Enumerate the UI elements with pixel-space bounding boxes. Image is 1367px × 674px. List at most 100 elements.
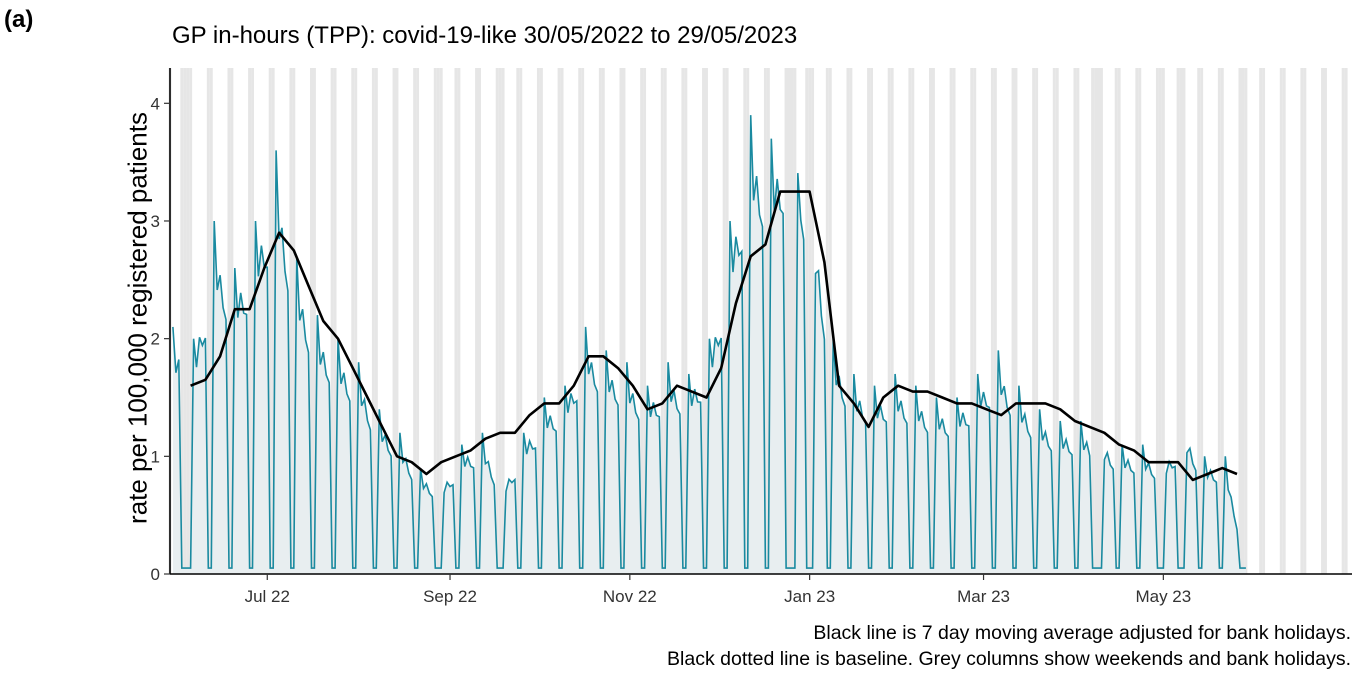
weekend-column [825,68,829,574]
weekend-column [519,68,523,574]
caption-line-1: Black line is 7 day moving average adjus… [813,622,1351,644]
weekend-column [310,68,313,574]
y-tick-label: 1 [151,447,160,466]
panel-label: (a) [4,6,34,33]
weekend-column [1197,68,1201,574]
weekend-column [268,68,272,574]
weekend-column [289,68,293,574]
weekend-column [1052,68,1056,574]
weekend-column [1073,68,1077,574]
weekend-column [887,68,891,574]
weekend-column [1035,68,1039,574]
weekend-column [1097,68,1100,574]
weekend-column [846,68,850,574]
weekend-column [354,68,358,574]
weekend-column [1094,68,1098,574]
weekend-column [763,68,767,574]
weekend-column [330,68,334,574]
weekend-column [557,68,561,574]
weekend-column [793,68,797,574]
weekend-column [849,68,853,574]
weekend-column [189,68,193,574]
weekend-column [970,68,974,574]
weekend-column [808,68,812,574]
weekend-column [908,68,912,574]
weekend-column [498,68,502,574]
weekend-column [601,68,605,574]
weekend-column [949,68,953,574]
weekend-column [722,68,726,574]
weekend-column [1091,68,1095,574]
weekend-column [1244,68,1248,574]
weekend-column [743,68,747,574]
x-tick-label: Mar 23 [957,587,1010,606]
weekend-column [890,68,894,574]
weekend-column [1099,68,1103,574]
weekend-column [501,68,505,574]
weekend-column [1259,68,1263,574]
weekend-column [251,68,255,574]
weekend-column [1220,68,1224,574]
weekend-column [911,68,915,574]
weekend-column [784,68,788,574]
x-tick-label: Jul 22 [245,587,290,606]
weekend-column [1135,68,1139,574]
weekend-column [805,68,809,574]
weekend-column [1262,68,1266,574]
weekend-column [1282,68,1286,574]
weekend-column [333,68,337,574]
weekend-column [663,68,667,574]
weekend-column [248,68,252,574]
weekend-column [1032,68,1036,574]
weekend-column [1279,68,1283,574]
daily-rate-line [172,115,1246,569]
weekend-column [704,68,708,574]
weekend-column [684,68,688,574]
weekend-column [457,68,461,574]
weekend-column [539,68,543,574]
weekend-column [416,68,420,574]
weekend-column [392,68,396,574]
axes-layer: 0 1 2 3 4 Jul 22 Sep 22 Nov 22 Jan 23 Mar 23 May 2… [151,68,1352,606]
y-tick-label: 4 [151,94,160,113]
weekend-column [312,68,316,574]
weekend-column [1161,68,1165,574]
weekend-column [227,68,231,574]
weekend-column [990,68,994,574]
weekend-column [993,68,997,574]
weekend-column [433,68,437,574]
x-tick-label: May 23 [1135,587,1191,606]
weekend-column [973,68,977,574]
weekend-shading-layer [168,68,1348,574]
weekend-column [870,68,874,574]
weekend-column [1321,68,1324,574]
weekend-column [1176,68,1180,574]
weekend-column [725,68,729,574]
weekend-column [681,68,685,574]
y-tick-label: 0 [151,565,160,584]
y-tick-label: 3 [151,212,160,231]
weekend-column [1200,68,1204,574]
weekend-column [413,68,417,574]
weekend-column [395,68,399,574]
weekend-column [536,68,540,574]
weekend-column [439,68,443,574]
weekend-column [1117,68,1121,574]
weekend-column [371,68,375,574]
weekend-column [1076,68,1080,574]
weekend-column [516,68,520,574]
weekend-column [619,68,623,574]
weekend-column [1341,68,1345,574]
weekend-column [351,68,355,574]
weekend-column [1155,68,1159,574]
weekend-column [1300,68,1304,574]
weekend-column [1114,68,1118,574]
x-tick-label: Nov 22 [603,587,657,606]
weekend-column [478,68,481,574]
weekend-column [952,68,956,574]
weekend-column [209,68,213,574]
weekend-column [1055,68,1059,574]
weekend-column [622,68,626,574]
weekend-column [1238,68,1242,574]
weekend-column [811,68,815,574]
